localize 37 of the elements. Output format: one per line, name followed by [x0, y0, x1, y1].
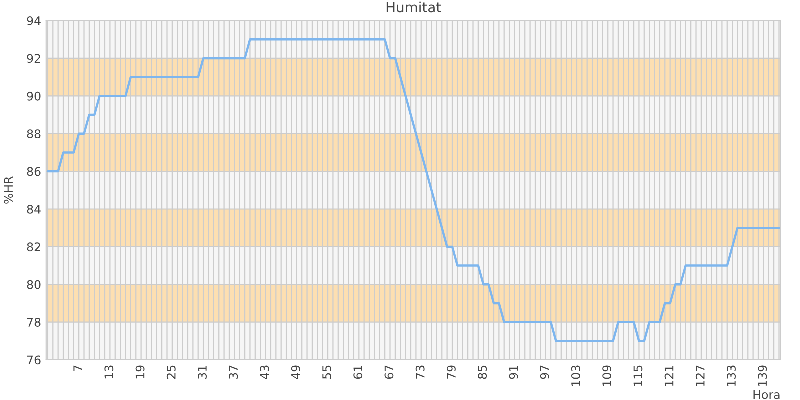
- x-tick-label: 67: [384, 366, 394, 380]
- x-tick-label: 109: [602, 366, 612, 386]
- y-tick-label: 76: [27, 356, 41, 365]
- x-tick-label: 55: [322, 366, 332, 379]
- x-axis-title: Hora: [754, 390, 780, 400]
- y-tick-label: 82: [27, 242, 40, 252]
- y-tick-label: 80: [27, 280, 41, 290]
- y-tick-label: 88: [27, 130, 41, 139]
- x-tick-label: 103: [571, 366, 580, 386]
- y-tick-label: 94: [27, 16, 41, 26]
- x-tick-label: 61: [354, 366, 363, 380]
- y-tick-label: 78: [27, 318, 41, 327]
- x-tick-label: 25: [166, 366, 176, 380]
- x-tick-label: 37: [229, 366, 238, 379]
- x-tick-label: 49: [291, 366, 300, 380]
- y-tick-label: 86: [27, 167, 41, 176]
- chart-title: Humitat: [386, 2, 442, 13]
- x-tick-label: 73: [416, 366, 425, 379]
- x-tick-label: 19: [136, 366, 145, 379]
- y-tick-label: 90: [27, 92, 41, 101]
- x-tick-label: 127: [696, 366, 705, 386]
- x-tick-label: 139: [758, 366, 768, 386]
- x-tick-label: 31: [198, 366, 207, 379]
- x-tick-label: 91: [509, 366, 518, 380]
- x-tick-label: 79: [446, 366, 456, 379]
- x-tick-label: 43: [260, 366, 270, 380]
- y-axis-title: %HR: [4, 176, 14, 204]
- y-tick-label: 92: [27, 54, 40, 64]
- x-tick-label: 7: [74, 366, 82, 372]
- x-tick-label: 13: [104, 366, 114, 379]
- x-tick-label: 97: [540, 366, 550, 380]
- x-tick-label: 121: [664, 366, 674, 386]
- x-tick-label: 115: [634, 366, 643, 386]
- x-tick-label: 133: [727, 366, 736, 386]
- line-series: [46, 38, 780, 342]
- y-tick-label: 84: [27, 204, 41, 214]
- x-tick-label: 85: [478, 366, 488, 380]
